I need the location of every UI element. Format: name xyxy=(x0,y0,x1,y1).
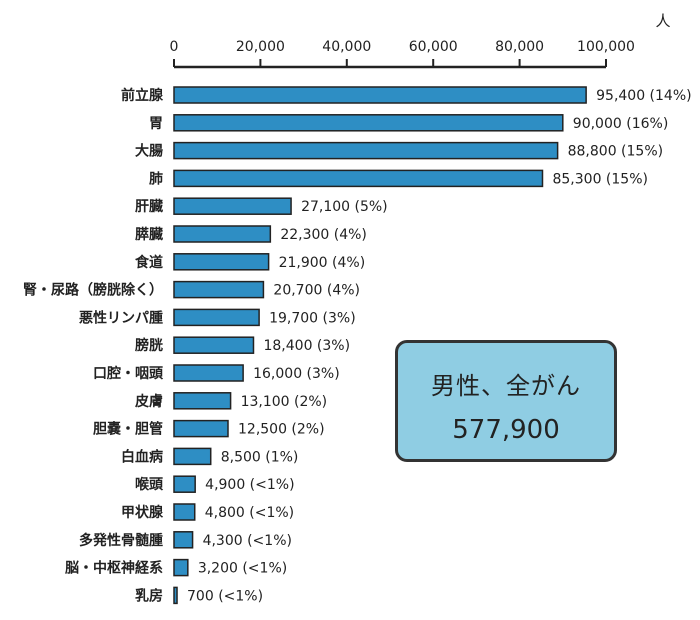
value-label: 8,500 (1%) xyxy=(221,449,299,465)
value-label: 20,700 (4%) xyxy=(273,283,360,299)
bar xyxy=(173,419,229,438)
x-tick-label: 100,000 xyxy=(577,39,635,55)
value-label: 95,400 (14%) xyxy=(596,88,691,104)
x-tick-label: 60,000 xyxy=(409,39,458,55)
bar xyxy=(173,586,178,605)
value-label: 3,200 (<1%) xyxy=(198,561,287,577)
category-label: 腎・尿路（膀胱除く） xyxy=(23,282,163,299)
bar xyxy=(173,364,244,382)
bar xyxy=(173,86,587,104)
bar xyxy=(173,114,564,132)
bar xyxy=(173,225,272,243)
value-label: 12,500 (2%) xyxy=(238,422,325,438)
bar xyxy=(173,531,194,549)
bar xyxy=(173,169,544,188)
bar xyxy=(173,141,559,160)
category-label: 膵臓 xyxy=(135,226,163,243)
value-label: 16,000 (3%) xyxy=(253,366,340,382)
value-label: 21,900 (4%) xyxy=(279,255,366,271)
bar xyxy=(173,336,255,354)
bar xyxy=(173,558,189,577)
summary-total: 577,900 xyxy=(452,415,560,445)
bar xyxy=(173,503,196,521)
bar xyxy=(173,447,212,466)
value-label: 700 (<1%) xyxy=(187,588,263,604)
bar xyxy=(173,280,265,299)
category-label: 食道 xyxy=(135,254,163,271)
category-label: 多発性骨髄腫 xyxy=(79,532,163,549)
category-label: 大腸 xyxy=(135,143,163,160)
bar xyxy=(173,308,260,327)
value-label: 4,300 (<1%) xyxy=(203,533,292,549)
category-label: 前立腺 xyxy=(121,87,164,104)
x-tick-label: 80,000 xyxy=(495,39,544,55)
summary-title: 男性、全がん xyxy=(431,372,581,400)
value-label: 85,300 (15%) xyxy=(552,171,647,187)
bar xyxy=(173,475,196,493)
category-label: 乳房 xyxy=(135,587,163,604)
category-label: 脳・中枢神経系 xyxy=(65,560,163,577)
category-label: 悪性リンパ腫 xyxy=(79,309,163,326)
category-label: 胃 xyxy=(149,116,163,132)
category-label: 皮膚 xyxy=(134,393,163,410)
value-label: 22,300 (4%) xyxy=(280,227,367,243)
x-tick-label: 0 xyxy=(170,39,179,55)
value-label: 13,100 (2%) xyxy=(241,394,328,410)
summary-box: 男性、全がん 577,900 xyxy=(395,340,617,462)
bar xyxy=(173,253,270,271)
category-label: 肝臓 xyxy=(135,198,163,215)
value-label: 4,800 (<1%) xyxy=(205,505,294,521)
category-label: 白血病 xyxy=(121,448,163,465)
value-label: 4,900 (<1%) xyxy=(205,477,294,493)
category-label: 胆嚢・胆管 xyxy=(93,421,163,438)
category-label: 口腔・咽頭 xyxy=(93,365,164,382)
x-tick-label: 40,000 xyxy=(322,39,371,55)
value-label: 88,800 (15%) xyxy=(568,144,663,160)
value-label: 19,700 (3%) xyxy=(269,310,356,326)
category-label: 膀胱 xyxy=(134,337,163,354)
bar xyxy=(173,392,232,410)
category-label: 喉頭 xyxy=(135,476,164,493)
value-label: 27,100 (5%) xyxy=(301,199,388,215)
bar xyxy=(173,197,292,215)
value-label: 90,000 (16%) xyxy=(573,116,668,132)
category-label: 甲状腺 xyxy=(121,504,164,521)
value-label: 18,400 (3%) xyxy=(263,338,350,354)
x-tick-label: 20,000 xyxy=(236,39,285,55)
category-label: 肺 xyxy=(149,171,163,187)
unit-label: 人 xyxy=(655,12,670,30)
